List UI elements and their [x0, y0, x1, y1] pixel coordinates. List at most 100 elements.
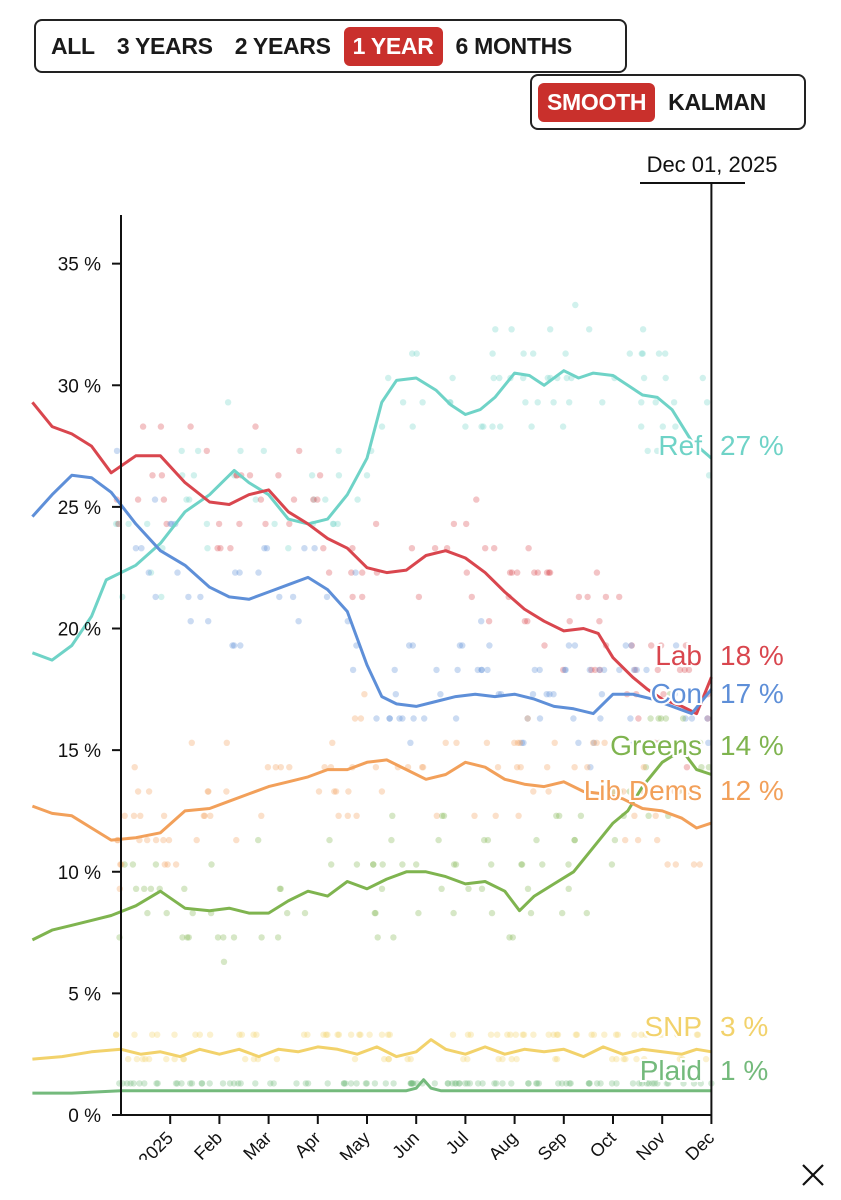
- poll-dot: [655, 1031, 663, 1038]
- poll-dot: [206, 1080, 213, 1087]
- range-3-years-button[interactable]: 3 YEARS: [108, 27, 222, 66]
- poll-dot: [597, 1080, 604, 1087]
- poll-dot: [371, 909, 378, 917]
- poll-dot: [286, 520, 293, 528]
- poll-dot: [220, 958, 228, 965]
- poll-dot: [596, 618, 603, 625]
- close-icon[interactable]: [800, 1162, 826, 1188]
- poll-dot: [587, 764, 594, 771]
- poll-dot: [370, 861, 377, 868]
- poll-dot: [496, 374, 503, 382]
- poll-dot: [352, 569, 359, 576]
- poll-dot: [326, 836, 333, 844]
- poll-dot: [641, 1055, 648, 1063]
- poll-dot: [444, 1080, 451, 1087]
- poll-dot: [608, 861, 616, 868]
- poll-dot: [433, 666, 440, 674]
- poll-dot: [616, 788, 623, 795]
- poll-dot: [513, 1055, 520, 1063]
- poll-dot: [534, 569, 541, 576]
- method-kalman-button[interactable]: KALMAN: [659, 83, 775, 122]
- poll-dot: [478, 666, 485, 674]
- poll-dot: [514, 569, 521, 576]
- trend-line-greens[interactable]: [31, 748, 712, 942]
- poll-dot: [693, 1031, 701, 1038]
- poll-dot: [322, 496, 329, 503]
- poll-dot: [131, 764, 138, 771]
- poll-dot: [255, 836, 262, 844]
- poll-dot: [331, 788, 338, 795]
- poll-dot: [512, 1031, 519, 1038]
- poll-dot: [407, 1080, 414, 1087]
- poll-dot: [236, 569, 243, 576]
- trend-line-lab[interactable]: [31, 401, 713, 716]
- poll-dot: [214, 545, 221, 552]
- poll-dot: [682, 642, 690, 649]
- range-1-year-button[interactable]: 1 YEAR: [343, 26, 443, 66]
- poll-dot: [638, 1031, 645, 1038]
- poll-dot: [208, 861, 215, 868]
- poll-dot: [372, 520, 380, 528]
- poll-dot: [589, 739, 597, 746]
- poll-dot: [396, 715, 403, 722]
- poll-dot: [121, 861, 128, 868]
- poll-dot: [179, 934, 186, 941]
- poll-dot: [192, 1031, 199, 1038]
- poll-dot: [571, 642, 579, 649]
- poll-dot: [672, 642, 680, 649]
- poll-dot: [679, 715, 687, 722]
- trend-line-snp[interactable]: [32, 1038, 712, 1061]
- trend-line-lib-dems[interactable]: [31, 758, 712, 842]
- poll-dot: [154, 1080, 161, 1087]
- poll-dot: [478, 423, 485, 430]
- poll-dot: [651, 1080, 658, 1087]
- poll-dot: [573, 1031, 581, 1038]
- poll-dot: [359, 569, 366, 576]
- poll-dot: [499, 1055, 506, 1063]
- poll-dot: [620, 788, 627, 795]
- poll-dot: [640, 374, 648, 382]
- poll-dot: [357, 1031, 364, 1038]
- method-smooth-button[interactable]: SMOOTH: [538, 82, 656, 122]
- poll-dot: [571, 836, 578, 844]
- trend-line-con[interactable]: [31, 473, 713, 716]
- poll-dot: [484, 666, 491, 674]
- poll-dot: [356, 1031, 363, 1038]
- poll-dot: [437, 691, 444, 698]
- poll-dot: [404, 1055, 411, 1063]
- poll-dot: [267, 1080, 274, 1087]
- poll-dot: [633, 1055, 640, 1063]
- poll-dot: [349, 593, 356, 601]
- poll-dot: [323, 593, 331, 601]
- poll-dot: [481, 836, 488, 844]
- poll-dot: [363, 472, 371, 479]
- range-6-months-button[interactable]: 6 MONTHS: [447, 27, 581, 66]
- poll-dot: [180, 1055, 188, 1063]
- poll-dot: [449, 1080, 456, 1087]
- poll-dot: [639, 326, 647, 333]
- poll-dot: [602, 593, 610, 601]
- poll-dot: [645, 788, 652, 795]
- poll-dot: [543, 691, 550, 698]
- poll-dot: [544, 764, 551, 771]
- trend-line-ref[interactable]: [31, 369, 713, 662]
- poll-dot: [160, 812, 168, 819]
- poll-dot: [455, 1080, 463, 1087]
- date-cursor[interactable]: Dec 01, 2025: [640, 152, 777, 1115]
- poll-dot: [230, 642, 238, 649]
- poll-dot: [560, 666, 567, 674]
- x-tick-label: Aug: [485, 1128, 522, 1160]
- range-all-button[interactable]: ALL: [42, 27, 104, 66]
- y-tick-label: 20 %: [58, 620, 101, 641]
- range-2-years-button[interactable]: 2 YEARS: [226, 27, 340, 66]
- poll-dot: [703, 399, 711, 406]
- poll-dot: [310, 496, 318, 503]
- poll-dot: [622, 642, 629, 649]
- poll-dot: [466, 1080, 474, 1087]
- poll-dot: [378, 788, 386, 795]
- poll-dot: [524, 885, 532, 892]
- poll-dot: [612, 1031, 620, 1038]
- poll-dot: [379, 861, 386, 868]
- poll-dot: [382, 1080, 389, 1087]
- poll-dot: [419, 764, 427, 771]
